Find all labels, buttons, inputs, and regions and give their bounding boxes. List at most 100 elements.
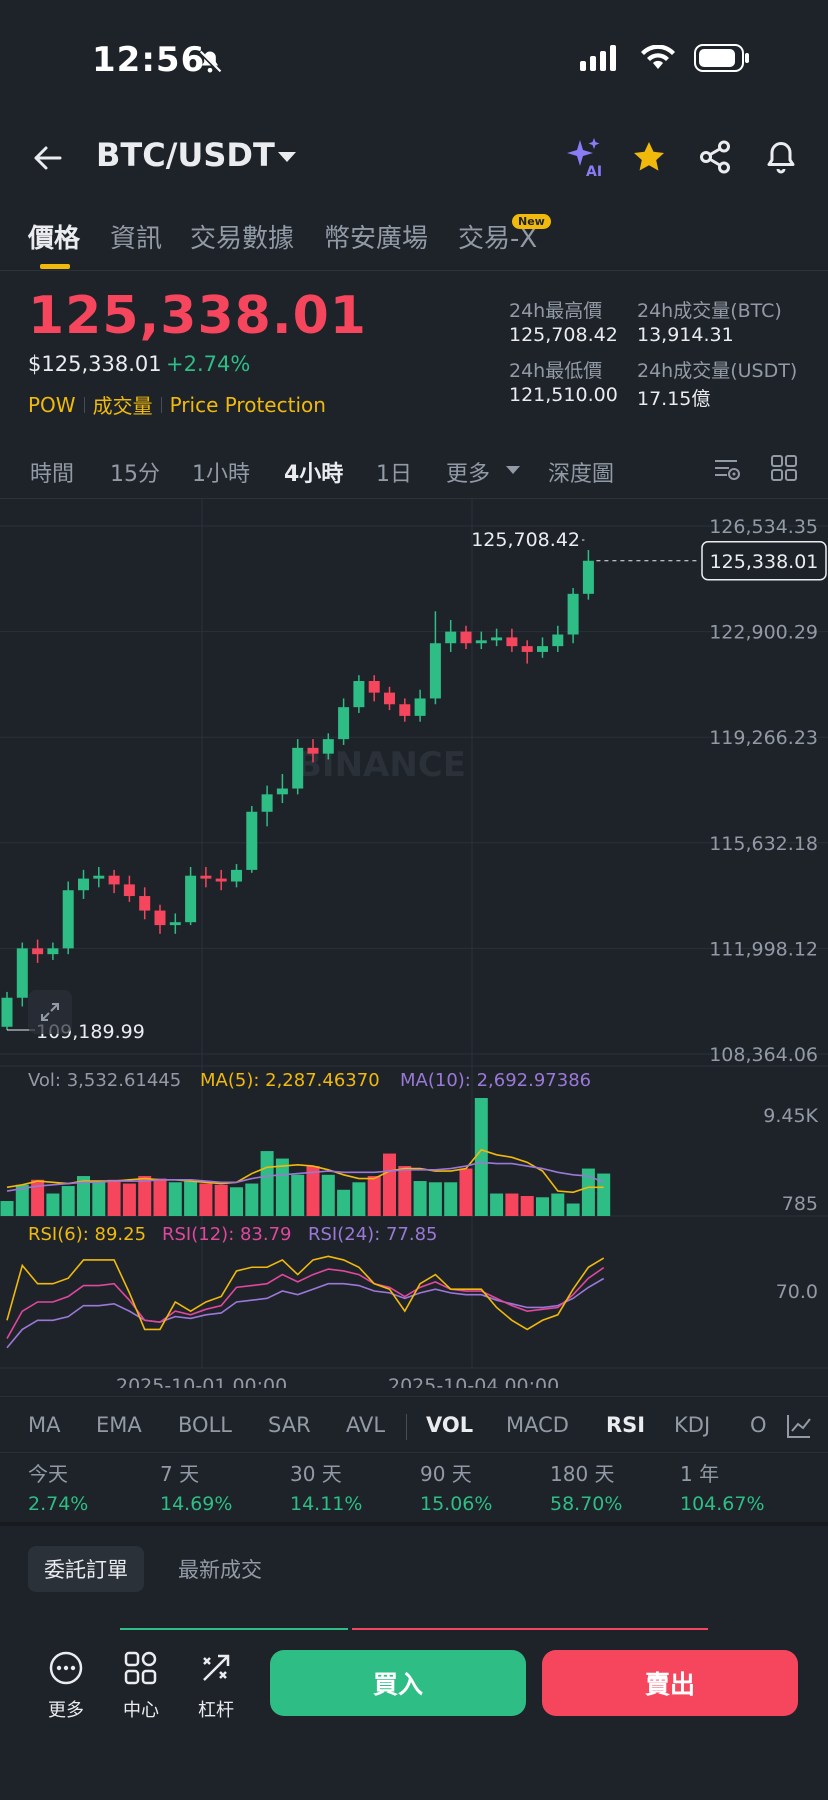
- tf-1d[interactable]: 1日: [376, 462, 412, 487]
- tab-square[interactable]: 幣安廣場: [324, 224, 429, 254]
- candle-body: [429, 643, 441, 699]
- sell-button[interactable]: 賣出: [542, 1650, 798, 1716]
- perf-label-30d: 30 天: [290, 1462, 342, 1486]
- stat-vol-btc-label: 24h成交量(BTC): [637, 300, 782, 322]
- candle-body: [261, 794, 273, 812]
- tab-trading-data[interactable]: 交易數據: [190, 224, 295, 254]
- price-axis-label: 122,900.29: [709, 622, 818, 644]
- perf-value-180d: 58.70%: [550, 1493, 623, 1515]
- volume-bar: [459, 1168, 473, 1216]
- stat-low: 121,510.00: [509, 384, 618, 406]
- candle-body: [399, 704, 411, 716]
- tag-pow[interactable]: POW: [28, 392, 76, 417]
- ma10-line: [6, 1161, 605, 1192]
- candle-body: [123, 884, 135, 897]
- tab-latest-trades[interactable]: 最新成交: [178, 1558, 262, 1582]
- volume-bar: [77, 1176, 90, 1216]
- volume-bar: [306, 1166, 320, 1216]
- back-button[interactable]: [28, 138, 68, 178]
- volume-bar: [505, 1193, 519, 1216]
- pair-title[interactable]: BTC/USDT: [96, 136, 275, 174]
- ind-macd[interactable]: MACD: [506, 1413, 569, 1437]
- tag-volume[interactable]: 成交量: [92, 394, 153, 418]
- signal-icon: [580, 45, 622, 75]
- price-axis-label: 111,998.12: [709, 938, 818, 960]
- candle-body: [200, 875, 212, 879]
- tf-depth[interactable]: 深度圖: [548, 462, 615, 487]
- tag-price-protection[interactable]: Price Protection: [169, 392, 326, 417]
- volume-bar: [15, 1184, 29, 1216]
- center-button[interactable]: 中心: [111, 1650, 171, 1722]
- candle-body: [338, 707, 350, 740]
- indicator-settings-button[interactable]: [770, 1404, 828, 1448]
- ind-boll[interactable]: BOLL: [178, 1413, 232, 1437]
- new-badge: New: [512, 214, 551, 229]
- expand-icon: [41, 1003, 59, 1021]
- rsi-axis-label: 70.0: [776, 1281, 818, 1303]
- bell-icon[interactable]: [760, 136, 802, 178]
- indicators-divider: [0, 1396, 828, 1397]
- star-icon[interactable]: [628, 136, 670, 178]
- share-icon[interactable]: [694, 136, 736, 178]
- candle-body: [16, 948, 28, 998]
- price-axis-label: 126,534.35: [709, 516, 818, 538]
- candle-body: [62, 890, 74, 949]
- caret-down-icon[interactable]: [506, 466, 520, 474]
- tab-info[interactable]: 資訊: [110, 224, 163, 254]
- tf-4h[interactable]: 4小時: [284, 462, 344, 487]
- tabs-divider: [0, 270, 828, 271]
- ind-vol[interactable]: VOL: [426, 1413, 474, 1437]
- tab-open-orders[interactable]: 委託訂單: [28, 1546, 144, 1592]
- buy-button[interactable]: 買入: [270, 1650, 526, 1716]
- ind-avl[interactable]: AVL: [346, 1413, 386, 1437]
- candle-body: [231, 869, 242, 882]
- current-price-box: [701, 541, 827, 581]
- tf-more[interactable]: 更多: [446, 462, 491, 487]
- ind-rsi[interactable]: RSI: [606, 1413, 646, 1437]
- ind-overflow[interactable]: O: [750, 1413, 767, 1437]
- price-axis-label: 119,266.23: [709, 727, 818, 749]
- candle-body: [93, 875, 105, 879]
- volume-bar: [61, 1186, 75, 1216]
- volume-bar: [520, 1196, 534, 1216]
- svg-text:AI: AI: [586, 164, 602, 178]
- vol-legend: Vol: 3,532.61445: [28, 1070, 181, 1091]
- tf-time[interactable]: 時間: [30, 462, 75, 487]
- ind-sar[interactable]: SAR: [268, 1413, 311, 1437]
- tab-trade-x[interactable]: 交易-X: [458, 224, 538, 254]
- ind-ma[interactable]: MA: [28, 1413, 61, 1437]
- tf-15m[interactable]: 15分: [110, 462, 160, 487]
- candle-body: [78, 878, 89, 891]
- layout-grid-icon[interactable]: [770, 454, 798, 486]
- more-button[interactable]: 更多: [36, 1650, 96, 1722]
- chart-settings-icon[interactable]: [712, 454, 742, 488]
- perf-value-today: 2.74%: [28, 1493, 89, 1515]
- candle-body: [537, 646, 548, 652]
- ind-ema[interactable]: EMA: [96, 1413, 142, 1437]
- volume-bar: [122, 1183, 136, 1216]
- tag-divider: [160, 396, 162, 413]
- stat-high: 125,708.42: [509, 324, 618, 346]
- chevron-down-icon[interactable]: [278, 152, 296, 162]
- candle-body: [108, 875, 120, 885]
- candlestick-chart[interactable]: BINANCE 126,534.35 122,900.29 119,266.23 11…: [0, 498, 828, 1388]
- tf-1h[interactable]: 1小時: [192, 462, 250, 487]
- ind-kdj[interactable]: KDJ: [674, 1413, 711, 1437]
- volume-bar: [275, 1158, 289, 1216]
- volume-bar: [428, 1182, 442, 1216]
- candle-body: [47, 948, 59, 955]
- candle-body: [322, 739, 334, 754]
- candle-body: [414, 698, 426, 716]
- expand-chart-button[interactable]: [28, 990, 72, 1034]
- volume-bar: [536, 1197, 549, 1216]
- center-label: 中心: [123, 1700, 159, 1721]
- tab-price[interactable]: 價格: [28, 224, 81, 254]
- ai-sparkle-icon[interactable]: AI: [562, 136, 604, 178]
- candle-body: [506, 637, 518, 647]
- status-time: 12:56: [92, 40, 206, 80]
- leverage-button[interactable]: 杠杆: [186, 1650, 246, 1722]
- volume-bar: [184, 1179, 198, 1216]
- leverage-icon: [203, 1654, 230, 1681]
- volume-bar: [107, 1179, 121, 1216]
- perf-value-90d: 15.06%: [420, 1493, 493, 1515]
